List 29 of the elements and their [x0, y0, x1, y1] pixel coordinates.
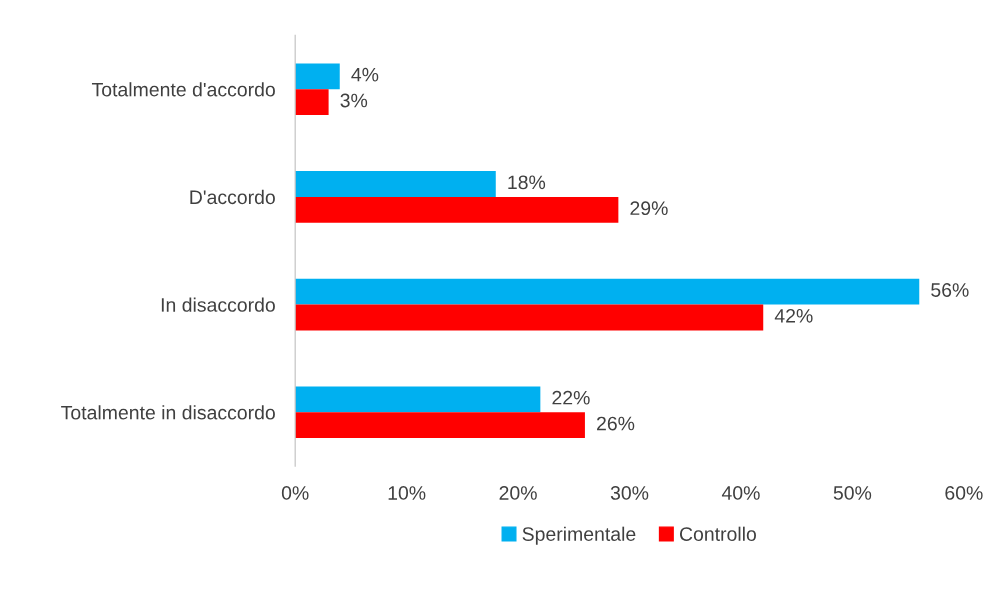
data-label: 42% — [774, 308, 813, 323]
data-label: 4% — [351, 67, 379, 82]
x-tick-label: 30% — [610, 486, 649, 500]
legend-label: Sperimentale — [522, 526, 636, 545]
data-label: 26% — [597, 416, 635, 431]
data-label: 56% — [931, 283, 969, 297]
y-tick-label: Totalmente in disaccordo — [61, 405, 275, 420]
data-label: 29% — [630, 201, 668, 216]
x-tick-label: 20% — [499, 486, 537, 500]
data-label: 3% — [340, 93, 368, 108]
bar — [295, 386, 541, 413]
bar — [295, 278, 920, 305]
x-tick-label: 50% — [833, 486, 872, 500]
y-tick-label: In disaccordo — [161, 297, 275, 312]
y-tick-label: D'accordo — [190, 189, 275, 205]
x-tick-label: 40% — [721, 486, 760, 500]
x-tick-label: 10% — [388, 486, 426, 500]
x-tick-label: 0% — [281, 486, 309, 500]
bar — [295, 196, 619, 223]
bar — [295, 304, 764, 331]
bar — [295, 63, 340, 90]
data-label: 22% — [552, 390, 590, 405]
legend-label: Controllo — [679, 526, 756, 541]
bar — [295, 89, 329, 116]
y-tick-label: Totalmente d'accordo — [91, 82, 275, 97]
data-label: 18% — [508, 175, 546, 190]
x-tick-label: 60% — [945, 486, 983, 500]
bar — [295, 171, 496, 197]
bar — [295, 412, 585, 439]
